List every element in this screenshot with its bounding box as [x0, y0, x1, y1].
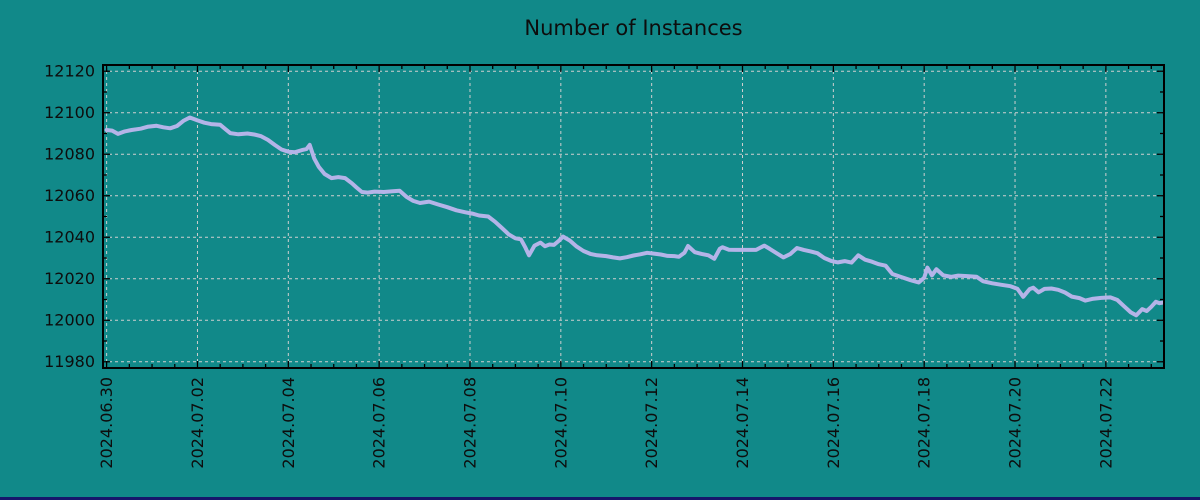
chart-title: Number of Instances — [524, 16, 743, 40]
y-tick-label: 12080 — [44, 145, 95, 164]
x-tick-label: 2024.07.20 — [1005, 377, 1024, 469]
y-tick-label: 12000 — [44, 311, 95, 330]
x-tick-label: 2024.07.04 — [279, 377, 298, 469]
y-tick-label: 12100 — [44, 103, 95, 122]
y-tick-label: 11980 — [44, 352, 95, 371]
x-tick-label: 2024.07.12 — [642, 377, 661, 469]
x-tick-label: 2024.07.10 — [551, 377, 570, 469]
y-tick-label: 12060 — [44, 186, 95, 205]
x-tick-label: 2024.07.14 — [733, 377, 752, 469]
x-tick-label: 2024.07.16 — [824, 377, 843, 469]
window-bottom-edge — [0, 497, 1200, 500]
x-tick-label: 2024.07.08 — [460, 377, 479, 469]
x-tick-label: 2024.07.22 — [1096, 377, 1115, 469]
x-tick-label: 2024.06.30 — [97, 377, 116, 469]
y-tick-label: 12020 — [44, 269, 95, 288]
x-tick-label: 2024.07.18 — [915, 377, 934, 469]
y-tick-label: 12040 — [44, 228, 95, 247]
plot-border — [102, 64, 1165, 369]
data-line — [104, 115, 1165, 318]
x-tick-label: 2024.07.02 — [188, 377, 207, 469]
x-tick-label: 2024.07.06 — [370, 377, 389, 469]
y-tick-label: 12120 — [44, 62, 95, 81]
